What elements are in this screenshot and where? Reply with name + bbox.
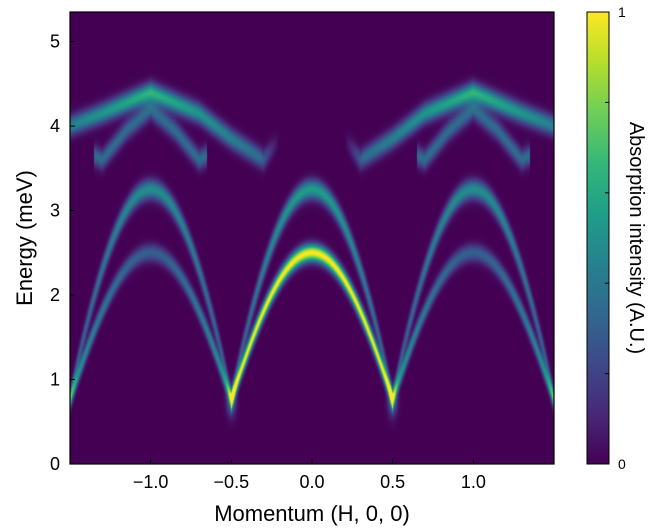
y-axis-title: Energy (meV) [12,170,37,306]
x-tick-label: 0.5 [380,472,405,492]
x-tick-label: −1.0 [133,472,169,492]
colorbar-title: Absorption intensity (A.U.) [625,122,647,354]
y-tick-label: 4 [50,116,60,136]
colorbar-tick-label: 1 [618,4,626,20]
x-tick-label: 1.0 [461,472,486,492]
y-tick-label: 3 [50,201,60,221]
x-tick-label: 0.0 [299,472,324,492]
colorbar-ticks: 01 [605,4,626,472]
y-tick-label: 2 [50,285,60,305]
y-tick-label: 5 [50,32,60,52]
y-axis: 0 1 2 3 4 5 [50,32,75,474]
x-tick-label: −0.5 [214,472,250,492]
x-axis: −1.0 −0.5 0.0 0.5 1.0 [133,459,486,492]
x-axis-title: Momentum (H, 0, 0) [214,501,410,526]
y-tick-label: 0 [50,454,60,474]
plot-area [69,11,555,465]
colorbar-tick-label: 0 [618,456,626,472]
colorbar: 01 Absorption intensity (A.U.) [586,4,647,472]
y-tick-label: 1 [50,370,60,390]
colorbar-gradient [586,11,610,465]
